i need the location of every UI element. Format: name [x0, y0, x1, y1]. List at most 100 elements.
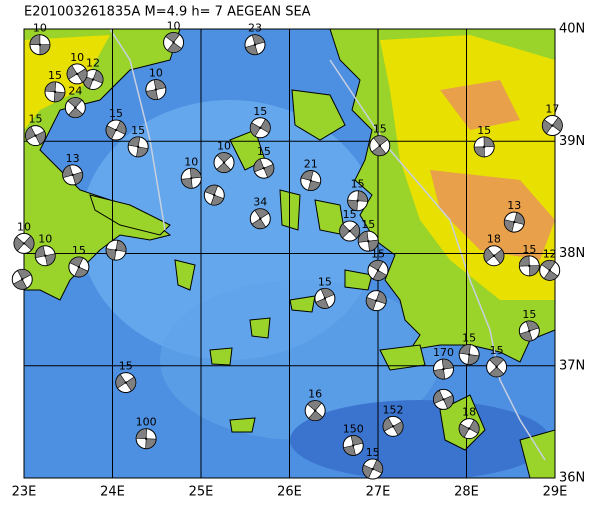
depth-label: 10: [217, 140, 231, 153]
compressional-quadrant: [433, 389, 454, 409]
depth-label: 15: [522, 308, 536, 321]
depth-label: 18: [487, 233, 501, 246]
beachball-center: [91, 78, 95, 81]
compressional-quadrant: [180, 167, 202, 189]
focal-mechanism: 15: [127, 124, 149, 158]
depth-label: 13: [66, 152, 80, 165]
beachball-center: [513, 220, 516, 224]
focal-mechanism: 13: [503, 199, 525, 233]
focal-mechanism: 15: [68, 244, 90, 278]
depth-label: 15: [257, 145, 271, 158]
depth-label: 15: [109, 107, 123, 120]
beachball-center: [53, 90, 57, 94]
beachball-center: [551, 124, 554, 127]
compressional-quadrant: [458, 419, 480, 438]
beachball-center: [262, 166, 266, 170]
depth-label: 15: [490, 344, 504, 357]
focal-mechanism: 15: [105, 107, 127, 141]
beachball-center: [74, 106, 77, 109]
depth-label: 34: [253, 196, 267, 209]
x-tick-label: 29E: [543, 485, 568, 500]
depth-label: 10: [33, 22, 47, 35]
focal-mechanism: 10: [66, 51, 88, 85]
beachball-center: [34, 134, 37, 137]
beachball-center: [136, 145, 140, 149]
compressional-quadrant: [504, 212, 525, 233]
focal-mechanism: 10: [163, 19, 185, 53]
beachball-center: [190, 177, 193, 180]
beachball-center: [371, 467, 374, 471]
x-tick-label: 26E: [277, 485, 302, 500]
depth-label: 10: [70, 51, 84, 64]
depth-label: 100: [136, 416, 157, 429]
y-tick-label: 38N: [559, 246, 585, 261]
focal-mechanism: 10: [145, 67, 167, 101]
depth-label: 15: [119, 360, 133, 373]
focal-mechanism: 10: [29, 22, 51, 56]
x-tick-label: 23E: [12, 485, 37, 500]
beachball-center: [483, 145, 486, 149]
focal-mechanism: 24: [64, 85, 86, 119]
compressional-quadrant: [518, 255, 540, 277]
beachball-center: [259, 126, 262, 129]
beachball-center: [44, 254, 47, 257]
compressional-quadrant: [307, 400, 324, 421]
beachball-center: [528, 329, 531, 333]
focal-mechanism: 15: [347, 178, 369, 212]
y-tick-label: 37N: [559, 358, 585, 373]
beachball-center: [114, 128, 118, 132]
beachball-center: [222, 161, 226, 164]
beachball-center: [259, 217, 262, 220]
focal-mechanism: 15: [518, 243, 540, 277]
x-tick-label: 24E: [100, 485, 125, 500]
depth-label: 15: [253, 105, 267, 118]
compressional-quadrant: [371, 135, 389, 156]
focal-mechanism: [365, 290, 387, 312]
beachball-center: [124, 381, 127, 384]
depth-label: 10: [149, 67, 163, 80]
depth-label: 15: [318, 275, 332, 288]
depth-label: 170: [433, 346, 454, 359]
focal-mechanism: 15: [44, 69, 66, 103]
focal-mechanism: 10: [180, 155, 202, 189]
beachball-center: [71, 173, 74, 177]
beachball-center: [309, 179, 312, 182]
focal-mechanism: 100: [135, 416, 157, 450]
beachball-center: [348, 229, 351, 233]
depth-label: 23: [248, 22, 262, 35]
compressional-quadrant: [382, 417, 404, 436]
focal-mechanism: 15: [518, 308, 540, 342]
beachball-center: [495, 365, 498, 369]
focal-mechanism: 170: [432, 346, 454, 380]
beachball-center: [375, 299, 378, 302]
focal-mechanism: 10: [34, 233, 56, 267]
beachball-center: [313, 409, 317, 412]
beachball-center: [378, 144, 381, 147]
y-tick-label: 39N: [559, 134, 585, 149]
beachball-center: [548, 269, 551, 272]
focal-mechanism: 10: [13, 220, 35, 254]
compressional-quadrant: [315, 288, 335, 309]
focal-mechanism: 150: [342, 422, 364, 456]
focal-mechanism: 21: [300, 158, 322, 192]
depth-label: 15: [373, 123, 387, 136]
focal-mechanism: [105, 239, 127, 261]
beachball-center: [172, 41, 175, 44]
compressional-quadrant: [145, 79, 167, 100]
focal-mechanism: 10: [213, 140, 235, 174]
compressional-quadrant: [105, 239, 127, 261]
map-title: E201003261835A M=4.9 h= 7 AEGEAN SEA: [24, 5, 311, 20]
y-tick-label: 36N: [559, 471, 585, 486]
depth-label: 15: [131, 124, 145, 137]
beachball-center: [376, 269, 380, 272]
depth-label: 15: [462, 332, 476, 345]
beachball-center: [213, 193, 216, 197]
focal-mechanism: 15: [25, 113, 47, 147]
depth-label: 150: [343, 422, 364, 435]
x-tick-label: 28E: [454, 485, 479, 500]
focal-mechanism: 15: [367, 247, 389, 281]
focal-mechanism: 15: [362, 446, 384, 480]
beachball-center: [114, 248, 118, 252]
depth-label: 10: [167, 19, 181, 32]
